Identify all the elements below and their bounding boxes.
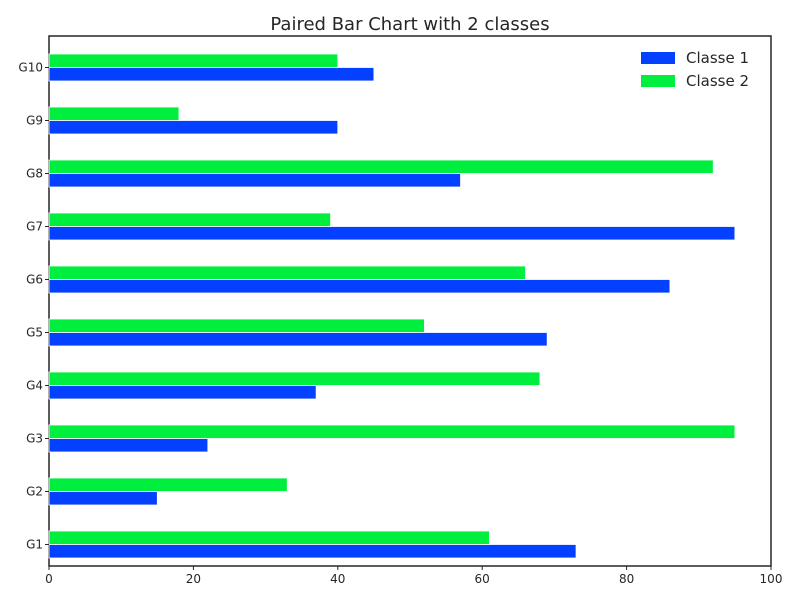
bar-g4-series-1 [48,385,317,400]
x-tick-label: 60 [475,572,490,586]
y-tick-label-g6: G6 [26,273,43,287]
y-tick-label-g1: G1 [26,538,43,552]
bar-g10-series-1 [48,67,375,82]
bar-g9-series-1 [48,120,339,135]
chart-title: Paired Bar Chart with 2 classes [270,14,549,35]
bar-g2-series-2 [48,477,288,492]
y-tick-label-g10: G10 [18,61,43,75]
legend-swatch-series-1 [641,52,675,64]
y-tick-label-g4: G4 [26,379,43,393]
bar-g3-series-2 [48,424,736,439]
x-tick-label: 40 [330,572,345,586]
y-tick-label-g8: G8 [26,167,43,181]
x-tick-label: 100 [760,572,783,586]
x-tick-label: 0 [45,572,53,586]
y-tick-label-g7: G7 [26,220,43,234]
bar-g2-series-1 [48,491,158,506]
bar-g4-series-2 [48,371,541,386]
bar-g6-series-2 [48,265,526,280]
bar-g9-series-2 [48,106,180,121]
bar-g8-series-2 [48,159,714,174]
bar-g1-series-2 [48,530,490,545]
y-tick-label-g3: G3 [26,432,43,446]
bar-g8-series-1 [48,173,461,188]
x-tick-label: 20 [186,572,201,586]
x-axis: 0 20 40 60 80 100 [45,566,782,586]
y-tick-label-g9: G9 [26,114,43,128]
bar-g1-series-1 [48,544,577,559]
legend-label-series-1: Classe 1 [686,49,749,67]
legend: Classe 1 Classe 2 [641,49,749,90]
y-axis: G1 G2 G3 G4 G5 G6 G7 G8 G9 G10 [18,61,49,552]
bar-g7-series-1 [48,226,736,241]
bar-g5-series-1 [48,332,548,347]
bar-g5-series-2 [48,318,425,333]
bars-group [48,53,736,559]
y-tick-label-g2: G2 [26,485,43,499]
y-tick-label-g5: G5 [26,326,43,340]
bar-g7-series-2 [48,212,331,227]
bar-g10-series-2 [48,53,339,68]
legend-label-series-2: Classe 2 [686,72,749,90]
bar-g3-series-1 [48,438,209,453]
legend-swatch-series-2 [641,75,675,87]
bar-g6-series-1 [48,279,671,294]
x-tick-label: 80 [619,572,634,586]
